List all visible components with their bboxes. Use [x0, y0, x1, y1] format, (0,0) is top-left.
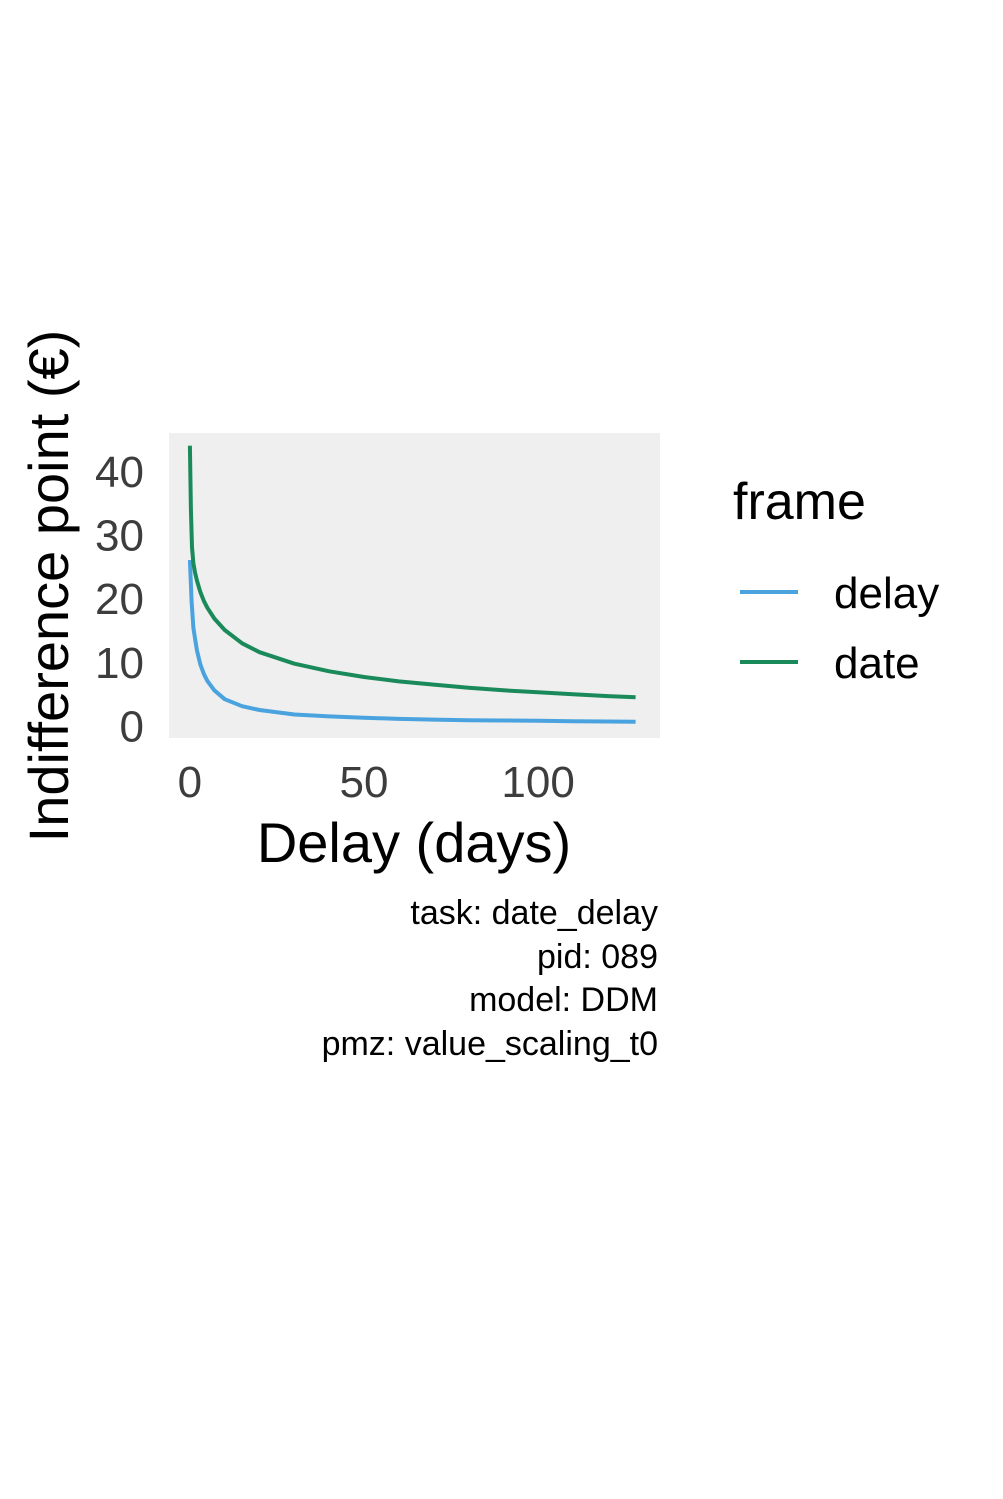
legend-label-delay: delay — [834, 569, 939, 618]
y-axis-ticks: 0 10 20 30 40 — [95, 448, 144, 751]
y-axis-title: Indifference point (€) — [17, 330, 80, 843]
legend-label-date: date — [834, 639, 920, 688]
legend-title: frame — [733, 473, 866, 531]
legend: frame delay date — [733, 473, 939, 688]
x-axis-ticks: 0 50 100 — [178, 758, 575, 807]
y-tick-label: 40 — [95, 448, 144, 497]
x-axis-title: Delay (days) — [257, 811, 571, 874]
caption-pmz: pmz: value_scaling_t0 — [322, 1025, 658, 1063]
series-lines — [187, 445, 636, 724]
caption-pid: pid: 089 — [537, 938, 658, 976]
y-tick-label: 20 — [95, 575, 144, 624]
x-tick-label: 0 — [178, 758, 202, 807]
series-line-delay — [187, 560, 636, 724]
caption: task: date_delay pid: 089 model: DDM pmz… — [322, 894, 658, 1063]
y-tick-label: 0 — [120, 702, 144, 751]
caption-model: model: DDM — [469, 981, 658, 1019]
y-tick-label: 30 — [95, 512, 144, 561]
x-tick-label: 50 — [340, 758, 389, 807]
x-tick-label: 100 — [501, 758, 574, 807]
caption-task: task: date_delay — [410, 894, 658, 932]
y-tick-label: 10 — [95, 639, 144, 688]
series-line-date — [187, 445, 636, 700]
plot-panel — [169, 433, 660, 738]
